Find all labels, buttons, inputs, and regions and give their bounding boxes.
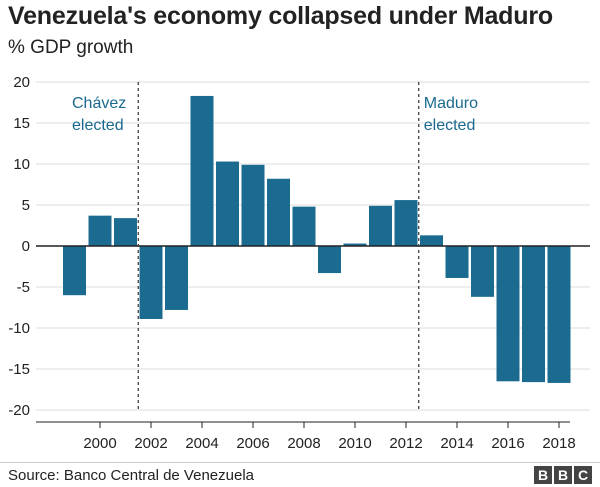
bar-2016 (496, 246, 520, 382)
y-tick-label: -20 (8, 402, 30, 419)
x-tick-label: 2016 (491, 435, 524, 452)
bar-2001 (114, 218, 137, 246)
y-tick-label: 0 (22, 238, 30, 255)
x-tick-label: 2006 (236, 435, 269, 452)
chart-title: Venezuela's economy collapsed under Madu… (8, 2, 553, 30)
x-axis-ticks: 2000 2002 2004 2006 2008 2010 2012 2014 2016 2018 (36, 421, 576, 452)
bar-2011 (369, 205, 392, 246)
bar-2014 (445, 246, 469, 278)
source-note: Source: Banco Central de Venezuela (8, 467, 254, 484)
bar-2013 (420, 235, 443, 246)
y-tick-label: 10 (13, 156, 30, 173)
x-tick-label: 2014 (440, 435, 473, 452)
bbc-logo-letter: C (574, 466, 592, 484)
bar-2015 (471, 246, 494, 297)
bar-2017 (522, 246, 545, 383)
bar-2004 (190, 95, 214, 246)
annotation-label: Chávez (72, 95, 126, 112)
bbc-logo-letter: B (554, 466, 572, 484)
x-tick-label: 2010 (338, 435, 371, 452)
annotation-label: Maduro (424, 95, 478, 112)
x-tick-label: 2012 (389, 435, 422, 452)
y-tick-label: -10 (8, 320, 30, 337)
bar-2007 (267, 178, 290, 246)
bar-2005 (216, 161, 239, 246)
x-tick-label: 2008 (287, 435, 320, 452)
x-tick-label: 2002 (134, 435, 167, 452)
bar-2010 (343, 243, 367, 246)
bbc-logo-letter: B (534, 466, 552, 484)
annotations: Chávez elected Maduro elected (72, 82, 478, 410)
annotation-label: elected (72, 117, 124, 134)
bbc-logo: B B C (534, 466, 592, 484)
bar-2002 (139, 246, 163, 319)
footer-divider (0, 462, 600, 463)
y-tick-label: -15 (8, 361, 30, 378)
y-tick-label: -5 (17, 279, 30, 296)
bar-1999 (63, 246, 86, 296)
bar-2012 (394, 200, 418, 246)
bar-2009 (318, 246, 341, 274)
bar-2003 (165, 246, 188, 310)
y-tick-label: 20 (13, 74, 30, 91)
chart-subtitle: % GDP growth (8, 37, 134, 58)
y-tick-label: 5 (22, 197, 30, 214)
bar-2018 (547, 246, 571, 383)
bar-2006 (241, 164, 265, 246)
y-axis-tick-labels: 20 15 10 5 0 -5 -10 -15 -20 (8, 74, 30, 419)
x-tick-label: 2018 (542, 435, 575, 452)
gridlines (36, 81, 590, 411)
bars (63, 95, 571, 383)
bar-2008 (292, 206, 316, 246)
bar-2000 (88, 215, 112, 246)
annotation-label: elected (424, 117, 476, 134)
y-tick-label: 15 (13, 115, 30, 132)
x-tick-label: 2004 (185, 435, 218, 452)
x-tick-label: 2000 (83, 435, 116, 452)
